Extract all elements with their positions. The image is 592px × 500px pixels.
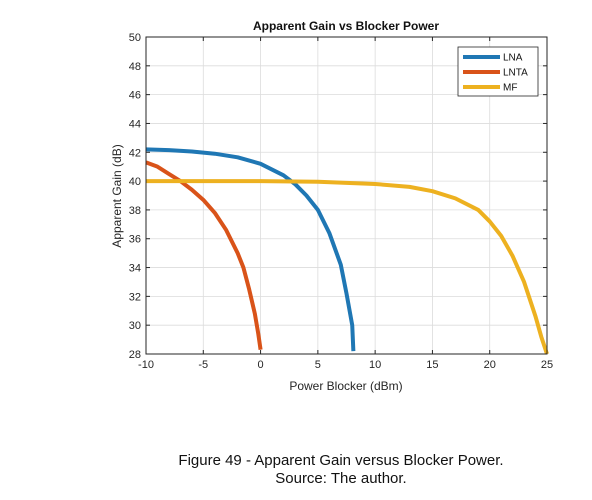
- y-tick-label: 46: [129, 90, 141, 102]
- y-tick-label: 42: [129, 147, 141, 159]
- legend-label-lna: LNA: [503, 53, 523, 64]
- x-axis-label: Power Blocker (dBm): [289, 379, 402, 393]
- y-tick-label: 38: [129, 205, 141, 217]
- series-line-lna: [145, 147, 356, 352]
- legend: LNA LNTA MF: [457, 46, 539, 97]
- legend-label-mf: MF: [503, 83, 517, 94]
- plot-frame: [145, 36, 548, 355]
- series-line-lnta: [145, 160, 263, 350]
- x-tick-label: 5: [315, 359, 321, 371]
- y-tick-label: 30: [129, 320, 141, 332]
- y-tick-label: 32: [129, 291, 141, 303]
- y-tick-label: 40: [129, 176, 141, 188]
- series-lines: [145, 147, 549, 355]
- x-tick-label: 20: [484, 359, 496, 371]
- axis-ticks: -10 -5 0 5 10 15 20 25 28 30 32 34 36 38 40 42 44 46 48 50: [129, 32, 553, 371]
- figure-source: Source: The author.: [275, 470, 407, 487]
- legend-label-lnta: LNTA: [503, 68, 528, 79]
- chart-title: Apparent Gain vs Blocker Power: [253, 19, 439, 33]
- apparent-gain-chart: -10 -5 0 5 10 15 20 25283032343638404244464850 …: [110, 19, 553, 393]
- y-tick-label: 48: [129, 61, 141, 73]
- y-axis-label: Apparent Gain (dB): [110, 144, 124, 247]
- y-tick-label: 36: [129, 234, 141, 246]
- y-tick-label: 50: [129, 32, 141, 44]
- series-line-mf: [146, 179, 549, 355]
- figure-caption: Figure 49 - Apparent Gain versus Blocker…: [178, 452, 504, 469]
- y-tick-label: 34: [129, 263, 141, 275]
- x-tick-label: 25: [541, 359, 553, 371]
- x-tick-label: 15: [426, 359, 438, 371]
- x-tick-label: 10: [369, 359, 381, 371]
- x-tick-label: -10: [138, 359, 154, 371]
- y-tick-label: 28: [129, 349, 141, 361]
- x-tick-label: -5: [198, 359, 208, 371]
- y-tick-label: 44: [129, 118, 141, 130]
- x-tick-label: 0: [258, 359, 264, 371]
